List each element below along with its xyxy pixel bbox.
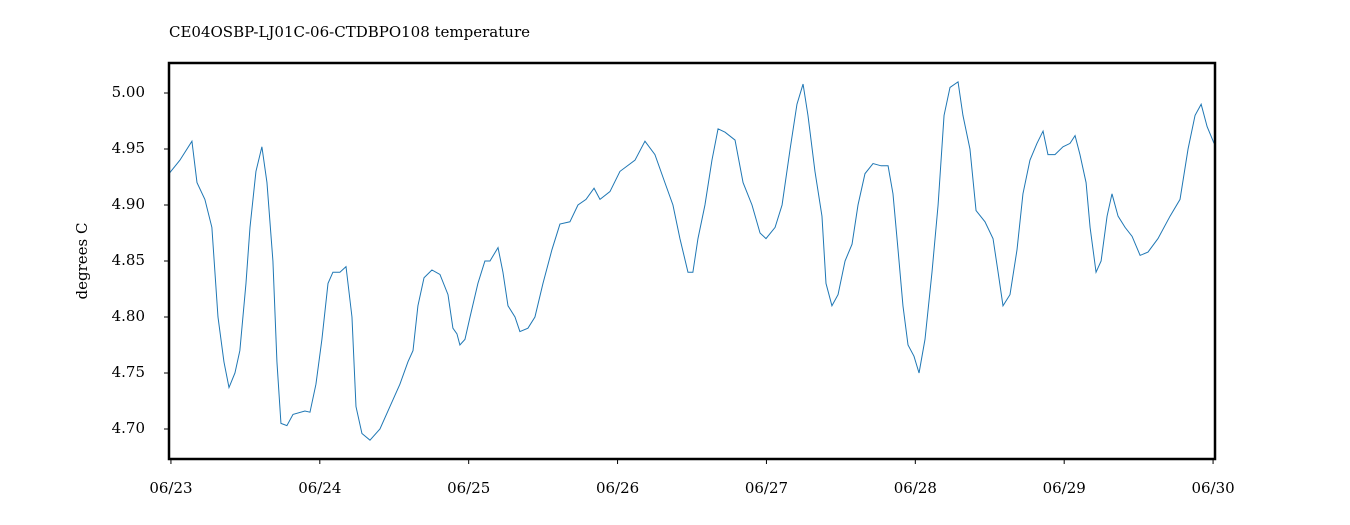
x-tick-label: 06/29: [1043, 479, 1086, 497]
x-tick-label: 06/28: [894, 479, 937, 497]
x-tick-label: 06/25: [447, 479, 490, 497]
y-tick-label: 4.80: [112, 307, 145, 325]
y-tick-label: 4.75: [112, 363, 145, 381]
temperature-line: [168, 80, 1215, 441]
y-tick-label: 5.00: [112, 83, 145, 101]
y-tick-label: 4.95: [112, 139, 145, 157]
x-tick-label: 06/23: [149, 479, 192, 497]
y-tick-label: 4.85: [112, 251, 145, 269]
chart-title: CE04OSBP-LJ01C-06-CTDBPO108 temperature: [169, 23, 530, 41]
plot-frame: [167, 61, 1217, 461]
x-tick-label: 06/26: [596, 479, 639, 497]
x-tick-label: 06/30: [1191, 479, 1234, 497]
x-tick-label: 06/24: [298, 479, 341, 497]
y-axis-label: degrees C: [73, 223, 91, 300]
y-tick-label: 4.90: [112, 195, 145, 213]
x-tick-label: 06/27: [745, 479, 788, 497]
y-tick-label: 4.70: [112, 419, 145, 437]
